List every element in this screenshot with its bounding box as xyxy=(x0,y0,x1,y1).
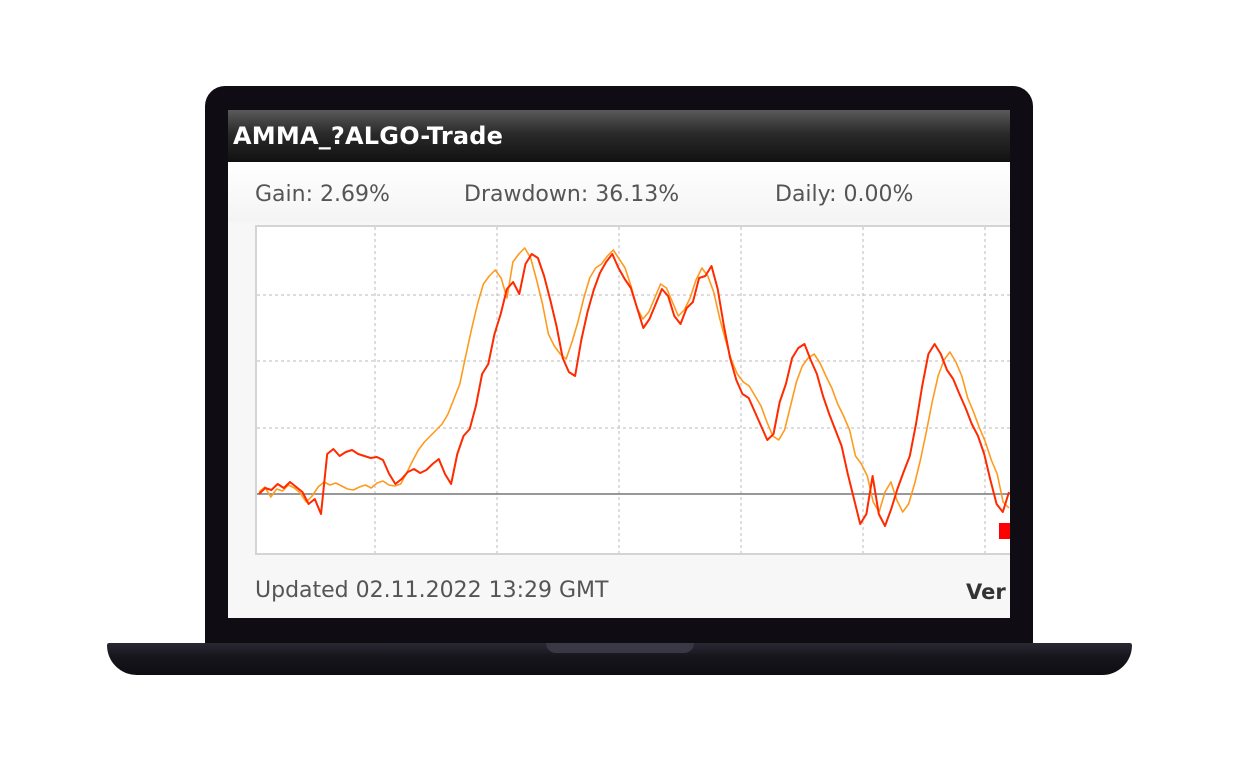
laptop-screen: AMMA_?ALGO-Trade Gain: 2.69% Drawdown: 3… xyxy=(228,110,1010,618)
drawdown-stat: Drawdown: 36.13% xyxy=(464,182,680,207)
daily-stat: Daily: 0.00% xyxy=(775,182,914,207)
growth-chart xyxy=(255,225,1010,555)
series-line-0 xyxy=(258,247,1010,513)
widget-title[interactable]: AMMA_?ALGO-Trade xyxy=(233,122,504,150)
widget-header: AMMA_?ALGO-Trade xyxy=(228,110,1010,162)
laptop-notch xyxy=(546,643,694,653)
gain-stat: Gain: 2.69% xyxy=(255,182,390,207)
last-value-marker xyxy=(999,523,1010,539)
series-line-1 xyxy=(258,253,1010,527)
verify-link[interactable]: Ver xyxy=(966,580,1006,604)
stats-row: Gain: 2.69% Drawdown: 36.13% Daily: 0.00… xyxy=(228,162,1010,222)
growth-chart-svg xyxy=(257,227,1010,553)
updated-timestamp: Updated 02.11.2022 13:29 GMT xyxy=(255,578,609,603)
